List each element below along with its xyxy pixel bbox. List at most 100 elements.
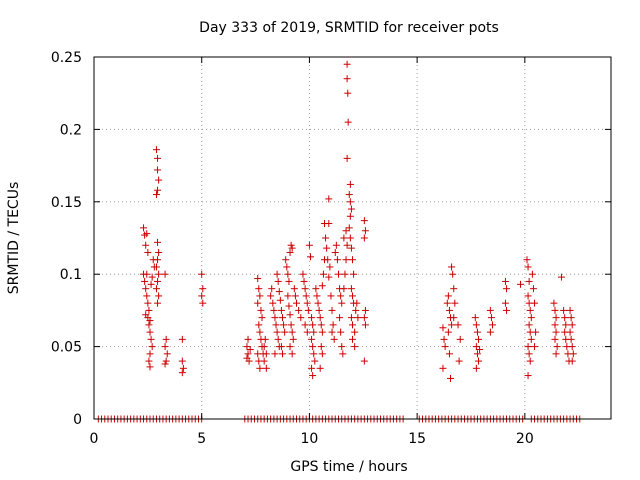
- data-point-marker: [270, 306, 278, 314]
- data-point-marker: [567, 335, 575, 343]
- data-point-marker: [243, 354, 251, 362]
- data-point-marker: [323, 244, 331, 252]
- data-point-marker: [285, 302, 293, 310]
- data-point-marker: [145, 306, 153, 314]
- data-point-marker: [476, 345, 484, 353]
- data-point-marker: [318, 282, 326, 290]
- data-point-marker: [198, 270, 206, 278]
- data-point-marker: [557, 273, 565, 281]
- data-point-marker: [244, 335, 252, 343]
- data-point-marker: [152, 191, 160, 199]
- data-point-marker: [154, 154, 162, 162]
- data-point-marker: [566, 328, 574, 336]
- data-point-marker: [473, 328, 481, 336]
- y-tick-label: 0.05: [51, 340, 82, 356]
- data-point-marker: [450, 285, 458, 293]
- data-point-marker: [289, 335, 297, 343]
- data-point-marker: [311, 357, 319, 365]
- x-tick-label: 10: [301, 431, 319, 447]
- data-point-marker: [154, 256, 162, 264]
- data-point-marker: [325, 195, 333, 203]
- data-point-marker: [454, 321, 462, 329]
- data-point-marker: [347, 314, 355, 322]
- data-point-marker: [301, 321, 309, 329]
- data-point-marker: [155, 292, 163, 300]
- data-point-marker: [456, 335, 464, 343]
- data-point-marker: [473, 350, 481, 358]
- data-point-marker: [152, 285, 160, 293]
- data-point-marker: [141, 277, 149, 285]
- data-point-marker: [448, 263, 456, 271]
- data-point-marker: [267, 292, 275, 300]
- data-point-marker: [145, 321, 153, 329]
- data-point-marker: [246, 345, 254, 353]
- data-point-marker: [501, 299, 509, 307]
- data-point-marker: [305, 241, 313, 249]
- data-point-marker: [349, 321, 356, 329]
- data-point-marker: [309, 372, 317, 380]
- data-point-marker: [143, 270, 151, 278]
- data-point-marker: [303, 299, 311, 307]
- data-point-marker: [288, 328, 296, 336]
- data-point-marker: [528, 270, 536, 278]
- data-point-marker: [475, 335, 483, 343]
- data-point-marker: [154, 166, 162, 174]
- x-tick-label: 20: [516, 431, 534, 447]
- data-point-marker: [527, 314, 535, 322]
- data-point-marker: [308, 364, 316, 372]
- data-point-marker: [360, 234, 368, 242]
- data-point-marker: [445, 306, 453, 314]
- plot-frame: [93, 56, 612, 420]
- data-point-marker: [351, 343, 359, 351]
- data-point-marker: [361, 321, 369, 329]
- data-point-marker: [260, 343, 268, 351]
- data-point-marker: [258, 314, 266, 322]
- data-point-marker: [179, 364, 187, 372]
- data-point-marker: [360, 217, 368, 225]
- data-point-marker: [361, 306, 369, 314]
- data-point-marker: [178, 357, 186, 365]
- data-point-marker: [343, 241, 351, 249]
- data-point-marker: [346, 198, 354, 206]
- data-point-marker: [349, 335, 356, 343]
- data-point-marker: [162, 335, 170, 343]
- data-point-marker: [277, 306, 285, 314]
- data-point-marker: [568, 343, 576, 351]
- data-point-marker: [286, 311, 294, 319]
- data-point-marker: [309, 321, 317, 329]
- data-point-marker: [344, 118, 352, 126]
- data-point-marker: [257, 306, 265, 314]
- data-point-marker: [340, 285, 348, 293]
- data-point-marker: [276, 296, 284, 304]
- data-point-marker: [161, 360, 169, 368]
- data-point-marker: [525, 350, 533, 358]
- data-point-marker: [148, 273, 156, 281]
- data-point-marker: [287, 321, 295, 329]
- data-point-marker: [567, 314, 575, 322]
- data-point-marker: [254, 299, 262, 307]
- data-point-marker: [340, 234, 348, 242]
- data-point-marker: [475, 357, 483, 365]
- data-point-marker: [318, 350, 326, 358]
- data-point-marker: [346, 180, 354, 188]
- data-point-marker: [523, 256, 531, 264]
- data-point-marker: [324, 256, 332, 264]
- x-tick-label: 15: [408, 431, 426, 447]
- data-point-marker: [146, 363, 154, 371]
- data-point-marker: [350, 270, 358, 278]
- data-point-marker: [273, 270, 281, 278]
- data-point-marker: [560, 306, 568, 314]
- data-point-marker: [524, 343, 532, 351]
- data-point-marker: [318, 328, 326, 336]
- data-point-marker: [254, 275, 262, 283]
- data-point-marker: [303, 328, 311, 336]
- data-point-marker: [352, 306, 360, 314]
- data-point-marker: [525, 277, 533, 285]
- data-point-marker: [325, 220, 333, 228]
- data-point-marker: [524, 372, 532, 380]
- data-point-marker: [256, 328, 264, 336]
- data-point-marker: [345, 191, 353, 199]
- data-point-marker: [152, 146, 160, 154]
- data-point-marker: [304, 306, 312, 314]
- data-point-marker: [503, 306, 511, 314]
